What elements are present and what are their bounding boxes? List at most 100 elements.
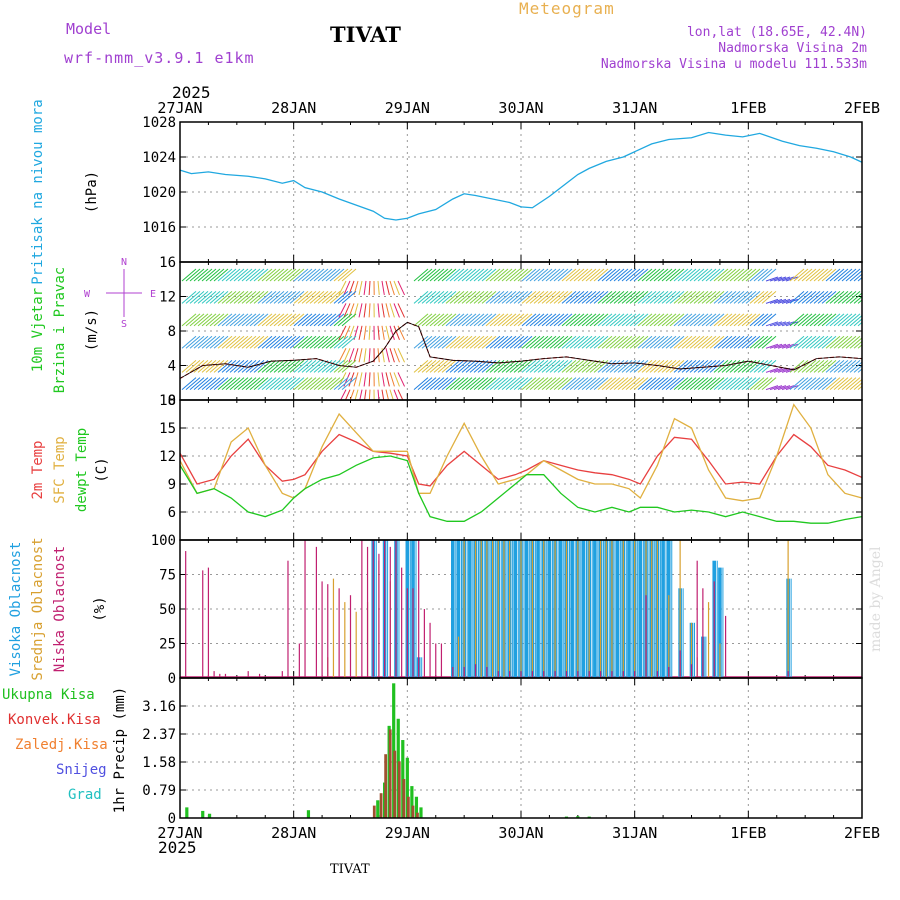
wind-barb <box>189 313 205 327</box>
wind-barb <box>317 335 333 349</box>
wind-barb <box>625 377 641 391</box>
wind-barb <box>205 360 221 373</box>
wind-barb <box>741 291 757 304</box>
wind-barb <box>340 389 347 400</box>
wind-barb <box>749 335 765 349</box>
wind-barb <box>517 313 533 327</box>
wind-barb <box>341 335 357 349</box>
wind-barb <box>181 377 197 391</box>
wind-barb <box>781 298 795 304</box>
wind-barb <box>661 360 677 373</box>
y-tick-label: 6 <box>168 505 176 521</box>
cloud-bar-high <box>638 540 643 678</box>
cloud-bar-high <box>524 540 529 678</box>
wind-barb <box>773 276 787 282</box>
wind-barb <box>713 313 729 327</box>
wind-barb <box>621 313 637 327</box>
wind-barb <box>425 268 441 282</box>
wind-barb <box>413 313 429 327</box>
wind-barb <box>809 291 825 304</box>
wind-barb <box>769 385 783 391</box>
wind-barb <box>261 291 277 304</box>
wind-barb <box>317 377 333 391</box>
wind-barb <box>765 367 779 373</box>
wind-barb <box>805 377 821 391</box>
x-label-top: 27JAN <box>157 99 202 117</box>
wind-barb <box>809 313 825 327</box>
wind-barb <box>857 321 862 327</box>
wind-barb <box>793 313 809 327</box>
wind-barb <box>293 313 309 327</box>
wind-barb <box>501 377 517 391</box>
wind-barb <box>737 335 753 349</box>
wind-barb <box>189 291 205 304</box>
wind-barb <box>289 313 305 327</box>
wind-barb <box>217 335 233 349</box>
wind-barb <box>761 291 777 304</box>
wind-barb <box>793 291 809 304</box>
wind-barb <box>621 360 637 373</box>
wind-barb <box>445 268 461 282</box>
wind-barb <box>413 360 429 373</box>
wind-barb <box>337 313 353 327</box>
y-tick-label: 1028 <box>142 115 176 131</box>
wind-barb <box>193 313 209 327</box>
wind-barb <box>245 377 261 391</box>
wind-barb <box>561 268 577 282</box>
wind-barb <box>669 291 685 304</box>
wind-barb <box>181 268 197 282</box>
wind-barb <box>701 268 717 282</box>
wind-barb <box>425 313 441 327</box>
wind-barb <box>368 372 371 387</box>
wind-barb <box>665 291 681 304</box>
wind-barb <box>717 335 733 349</box>
wind-barb <box>549 335 565 349</box>
wind-barb <box>505 377 521 391</box>
wind-barb <box>517 291 533 304</box>
wind-barb <box>717 313 733 327</box>
wind-barb <box>265 335 281 349</box>
wind-barb <box>453 291 469 304</box>
wind-barb <box>569 377 585 391</box>
wind-speed-core <box>179 321 863 379</box>
wind-barb <box>529 291 545 304</box>
wind-barb <box>509 268 525 282</box>
wind-barb <box>453 377 469 391</box>
wind-barb <box>701 335 717 349</box>
wind-barb <box>225 360 241 373</box>
wind-barb <box>505 291 521 304</box>
ylabel-cloud-3: Niska Oblacnost <box>52 546 68 672</box>
wind-barb <box>497 268 513 282</box>
wind-barb <box>477 268 493 282</box>
wind-barb <box>813 335 829 349</box>
y-tick-label: 8 <box>168 324 176 340</box>
wind-barb <box>325 360 341 373</box>
wind-barb <box>829 377 845 391</box>
wind-barb <box>793 268 809 282</box>
wind-barb <box>745 377 761 391</box>
wind-barb <box>545 377 561 391</box>
wind-barb <box>541 268 557 282</box>
wind-barb <box>181 313 197 327</box>
cloud-bar-high <box>615 540 620 678</box>
wind-barb <box>325 335 341 349</box>
wind-barb <box>757 291 773 304</box>
wind-barb <box>641 360 657 373</box>
wind-barb <box>653 268 669 282</box>
wind-barb <box>437 360 453 373</box>
wind-barb <box>225 313 241 327</box>
wind-barb <box>217 313 233 327</box>
ylabel-wind-2: Brzina i Pravac <box>52 267 68 393</box>
wind-barb <box>517 377 533 391</box>
y-tick-label: 12 <box>159 290 176 306</box>
wind-barb <box>213 360 229 373</box>
y-tick-label: 16 <box>159 255 176 271</box>
wind-barb <box>257 313 273 327</box>
wind-barb <box>705 377 721 391</box>
wind-barb <box>617 335 633 349</box>
wind-barb <box>561 335 577 349</box>
wind-barb <box>489 313 505 327</box>
wind-barb <box>385 280 390 296</box>
wind-barb <box>313 360 329 373</box>
wind-barb <box>273 268 289 282</box>
